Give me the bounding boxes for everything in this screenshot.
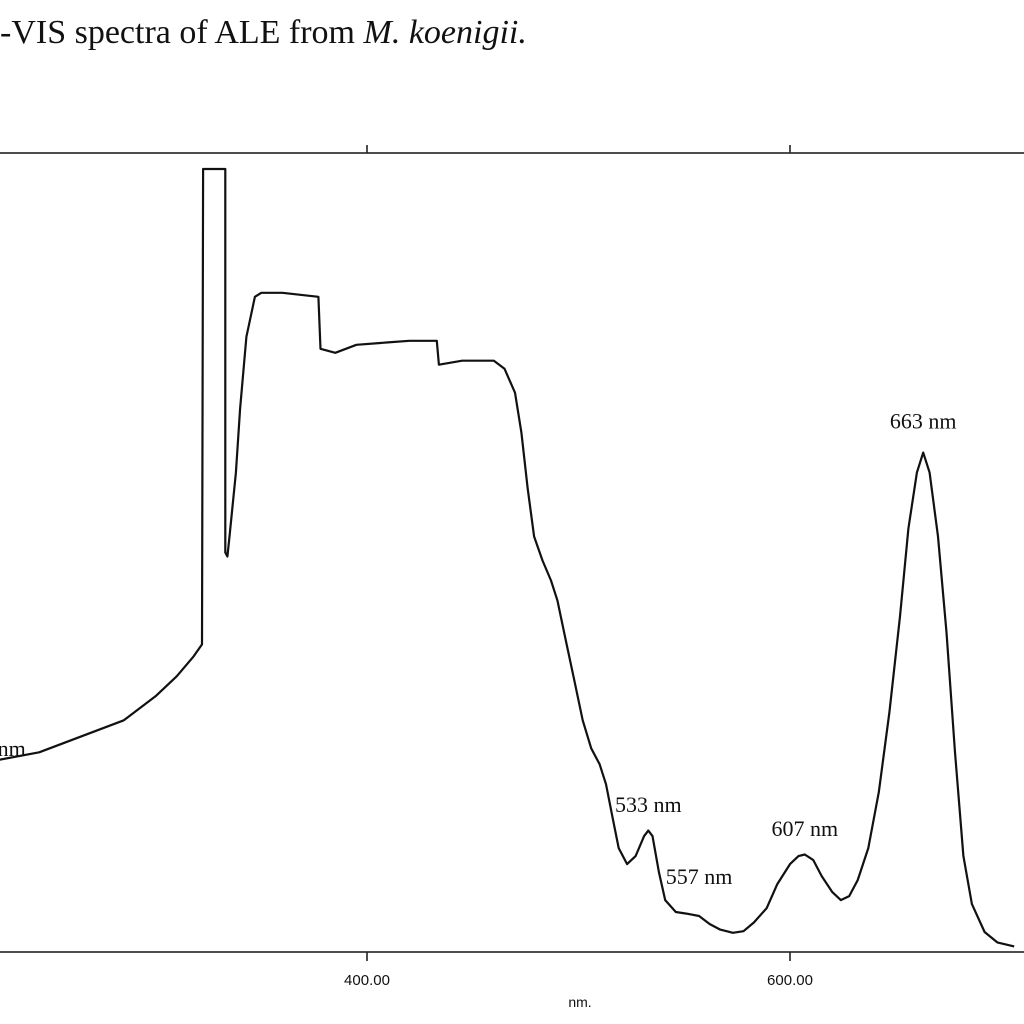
x-axis-label: nm. [568, 994, 591, 1010]
x-axis-ticks: 400.00 600.00 [344, 145, 813, 989]
spectrum-line [0, 167, 1015, 948]
caption-species: M. koenigii. [363, 14, 527, 51]
plot-frame [0, 152, 1024, 953]
figure-caption: -VIS spectra of ALE from M. koenigii. [0, 14, 527, 52]
peak-label: 663 nm [890, 409, 957, 434]
peak-label: nm [0, 736, 26, 761]
peak-annotations: nm 533 nm 557 nm 607 nm 663 nm [0, 409, 957, 889]
plot-border [0, 152, 1024, 953]
caption-prefix: -VIS spectra of ALE from [0, 14, 364, 51]
spectrum-series [0, 167, 1015, 948]
peak-label: 533 nm [615, 792, 682, 817]
x-tick-label: 600.00 [767, 972, 813, 989]
peak-label: 557 nm [666, 864, 733, 889]
peak-label: 607 nm [771, 816, 838, 841]
x-tick-label: 400.00 [344, 972, 390, 989]
